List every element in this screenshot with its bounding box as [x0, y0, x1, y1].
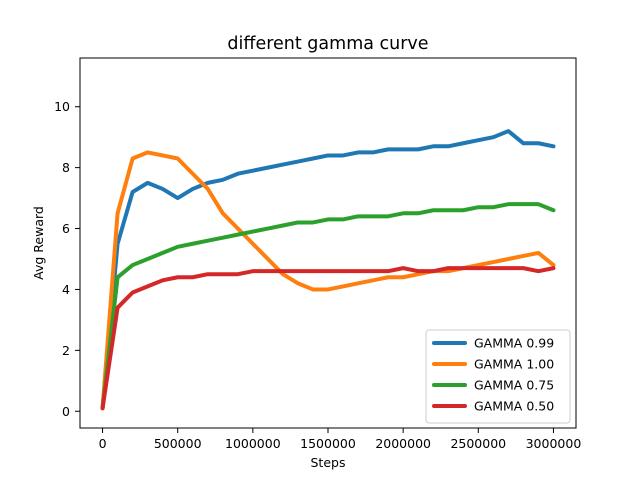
series-line-2	[100, 202, 556, 411]
legend-label-3: GAMMA 0.50	[474, 399, 554, 414]
x-tick-label-4: 2000000	[375, 436, 431, 451]
series-line-1	[100, 150, 556, 411]
chart-title: different gamma curve	[227, 34, 428, 54]
series-line-0	[100, 129, 556, 411]
y-tick-label-1: 2	[62, 343, 70, 358]
y-tick-label-5: 10	[54, 99, 70, 114]
x-tick-label-5: 2500000	[450, 436, 506, 451]
legend-label-0: GAMMA 0.99	[474, 336, 554, 351]
y-tick-label-2: 4	[62, 282, 70, 297]
x-tick-label-0: 0	[99, 436, 107, 451]
x-axis-label: Steps	[311, 455, 346, 470]
y-tick-label-4: 8	[62, 160, 70, 175]
y-axis-ticks: 0 2 4 6 8 10	[54, 99, 80, 419]
y-tick-label-0: 0	[62, 404, 70, 419]
x-tick-label-1: 500000	[154, 436, 202, 451]
x-tick-label-6: 3000000	[526, 436, 582, 451]
legend-box	[425, 329, 571, 424]
series-line-3	[100, 266, 556, 411]
x-tick-label-2: 1000000	[225, 436, 281, 451]
legend-label-2: GAMMA 0.75	[474, 378, 554, 393]
x-tick-label-3: 1500000	[300, 436, 356, 451]
legend-label-1: GAMMA 1.00	[474, 357, 554, 372]
y-axis-label: Avg Reward	[31, 206, 46, 280]
series-layer	[100, 129, 556, 411]
x-axis-ticks: 0 500000 1000000 1500000 2000000 2500000 30000…	[99, 428, 582, 451]
y-tick-label-3: 6	[62, 221, 70, 236]
chart-legend: GAMMA 0.99 GAMMA 1.00 GAMMA 0.75 GAMMA 0.50	[425, 329, 571, 424]
